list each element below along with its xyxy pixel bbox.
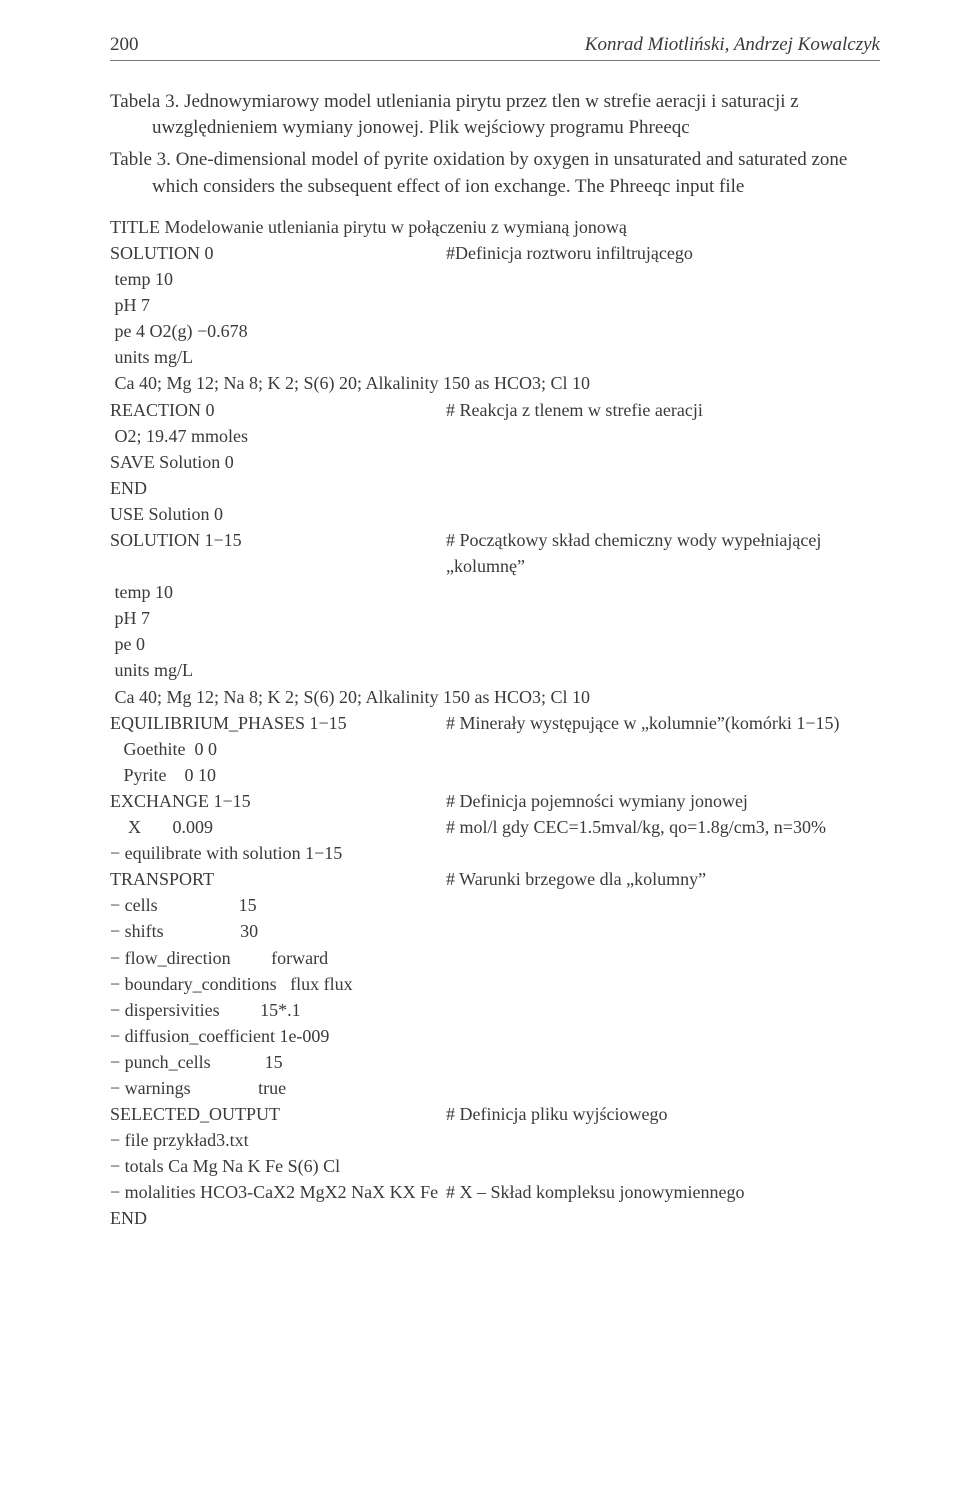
code-line: Goethite 0 0 xyxy=(110,736,880,762)
code-comment: „kolumnę” xyxy=(446,553,525,579)
running-head: 200 Konrad Miotliński, Andrzej Kowalczyk xyxy=(110,34,880,61)
code-line: Ca 40; Mg 12; Na 8; K 2; S(6) 20; Alkali… xyxy=(110,684,880,710)
code-text: − boundary_conditions flux flux xyxy=(110,971,353,997)
code-text: − punch_cells 15 xyxy=(110,1049,283,1075)
code-line: O2; 19.47 mmoles xyxy=(110,423,880,449)
code-text: Ca 40; Mg 12; Na 8; K 2; S(6) 20; Alkali… xyxy=(110,370,590,396)
code-text: X 0.009 xyxy=(110,814,446,840)
code-text: pH 7 xyxy=(110,605,150,631)
code-line: pH 7 xyxy=(110,605,880,631)
code-text: TITLE Modelowanie utleniania pirytu w po… xyxy=(110,214,627,240)
code-text: − flow_direction forward xyxy=(110,945,328,971)
code-line: SOLUTION 0 #Definicja roztworu infiltruj… xyxy=(110,240,880,266)
code-line: − warnings true xyxy=(110,1075,880,1101)
code-line: EQUILIBRIUM_PHASES 1−15 # Minerały wystę… xyxy=(110,710,880,736)
code-line: SAVE Solution 0 xyxy=(110,449,880,475)
code-text: pH 7 xyxy=(110,292,150,318)
code-line: Pyrite 0 10 xyxy=(110,762,880,788)
code-comment: # Warunki brzegowe dla „kolumny” xyxy=(446,866,706,892)
code-line: pe 4 O2(g) −0.678 xyxy=(110,318,880,344)
code-line: END xyxy=(110,475,880,501)
code-comment: # Początkowy skład chemiczny wody wypełn… xyxy=(446,527,821,553)
code-text: temp 10 xyxy=(110,579,173,605)
code-listing: TITLE Modelowanie utleniania pirytu w po… xyxy=(110,214,880,1232)
code-line: − flow_direction forward xyxy=(110,945,880,971)
code-text: REACTION 0 xyxy=(110,397,446,423)
code-line: − cells 15 xyxy=(110,892,880,918)
code-line: EXCHANGE 1−15 # Definicja pojemności wym… xyxy=(110,788,880,814)
code-text: pe 0 xyxy=(110,631,145,657)
code-line: SELECTED_OUTPUT # Definicja pliku wyjści… xyxy=(110,1101,880,1127)
code-comment: # X – Skład kompleksu jonowymiennego xyxy=(446,1179,744,1205)
code-text: SELECTED_OUTPUT xyxy=(110,1101,446,1127)
code-comment: #Definicja roztworu infiltrującego xyxy=(446,240,693,266)
code-line: END xyxy=(110,1205,880,1231)
code-line: SOLUTION 1−15 # Początkowy skład chemicz… xyxy=(110,527,880,553)
code-comment: # Definicja pliku wyjściowego xyxy=(446,1101,667,1127)
code-line: USE Solution 0 xyxy=(110,501,880,527)
code-line: units mg/L xyxy=(110,344,880,370)
code-line: „kolumnę” xyxy=(110,553,880,579)
code-text: − warnings true xyxy=(110,1075,286,1101)
code-text: − cells 15 xyxy=(110,892,257,918)
caption-en-text: One-dimensional model of pyrite oxidatio… xyxy=(152,149,847,196)
code-line: pe 0 xyxy=(110,631,880,657)
code-comment: # mol/l gdy CEC=1.5mval/kg, qo=1.8g/cm3,… xyxy=(446,814,826,840)
caption-en: Table 3. One-dimensional model of pyrite… xyxy=(110,147,880,199)
code-text: − equilibrate with solution 1−15 xyxy=(110,840,342,866)
code-line: temp 10 xyxy=(110,579,880,605)
code-text: units mg/L xyxy=(110,344,193,370)
caption-en-lead: Table 3. xyxy=(110,149,171,170)
code-text: EQUILIBRIUM_PHASES 1−15 xyxy=(110,710,446,736)
code-text: − dispersivities 15*.1 xyxy=(110,997,301,1023)
code-line: − boundary_conditions flux flux xyxy=(110,971,880,997)
code-text: Goethite 0 0 xyxy=(110,736,217,762)
code-text: temp 10 xyxy=(110,266,173,292)
code-comment: # Definicja pojemności wymiany jonowej xyxy=(446,788,748,814)
code-text: SOLUTION 1−15 xyxy=(110,527,446,553)
code-line: TRANSPORT # Warunki brzegowe dla „kolumn… xyxy=(110,866,880,892)
code-text: Ca 40; Mg 12; Na 8; K 2; S(6) 20; Alkali… xyxy=(110,684,590,710)
code-text: − totals Ca Mg Na K Fe S(6) Cl xyxy=(110,1153,340,1179)
running-authors: Konrad Miotliński, Andrzej Kowalczyk xyxy=(585,34,880,56)
code-line: − totals Ca Mg Na K Fe S(6) Cl xyxy=(110,1153,880,1179)
code-line: units mg/L xyxy=(110,657,880,683)
page: 200 Konrad Miotliński, Andrzej Kowalczyk… xyxy=(0,0,960,1496)
code-text: SAVE Solution 0 xyxy=(110,449,234,475)
code-line: X 0.009 # mol/l gdy CEC=1.5mval/kg, qo=1… xyxy=(110,814,880,840)
code-line: − equilibrate with solution 1−15 xyxy=(110,840,880,866)
code-line: REACTION 0 # Reakcja z tlenem w strefie … xyxy=(110,397,880,423)
page-number: 200 xyxy=(110,34,139,56)
caption-pl-lead: Tabela 3. xyxy=(110,91,179,112)
code-text: O2; 19.47 mmoles xyxy=(110,423,248,449)
code-line: − punch_cells 15 xyxy=(110,1049,880,1075)
code-text: − file przykład3.txt xyxy=(110,1127,249,1153)
code-text: pe 4 O2(g) −0.678 xyxy=(110,318,248,344)
code-text: END xyxy=(110,475,147,501)
code-line: − diffusion_coefficient 1e-009 xyxy=(110,1023,880,1049)
code-text: TRANSPORT xyxy=(110,866,446,892)
code-comment: # Reakcja z tlenem w strefie aeracji xyxy=(446,397,703,423)
code-text: EXCHANGE 1−15 xyxy=(110,788,446,814)
code-line: temp 10 xyxy=(110,266,880,292)
code-text: − molalities HCO3-CaX2 MgX2 NaX KX Fe xyxy=(110,1179,446,1205)
code-line: pH 7 xyxy=(110,292,880,318)
code-line: − shifts 30 xyxy=(110,918,880,944)
code-line: TITLE Modelowanie utleniania pirytu w po… xyxy=(110,214,880,240)
code-text: − diffusion_coefficient 1e-009 xyxy=(110,1023,329,1049)
caption-pl-text: Jednowymiarowy model utleniania pirytu p… xyxy=(152,91,799,138)
caption-pl: Tabela 3. Jednowymiarowy model utleniani… xyxy=(110,89,880,141)
code-line: − file przykład3.txt xyxy=(110,1127,880,1153)
code-text: units mg/L xyxy=(110,657,193,683)
code-text: Pyrite 0 10 xyxy=(110,762,216,788)
code-text: END xyxy=(110,1205,147,1231)
code-line: Ca 40; Mg 12; Na 8; K 2; S(6) 20; Alkali… xyxy=(110,370,880,396)
code-line: − molalities HCO3-CaX2 MgX2 NaX KX Fe # … xyxy=(110,1179,880,1205)
code-text: USE Solution 0 xyxy=(110,501,223,527)
code-line: − dispersivities 15*.1 xyxy=(110,997,880,1023)
code-text: SOLUTION 0 xyxy=(110,240,446,266)
code-comment: # Minerały występujące w „kolumnie”(komó… xyxy=(446,710,840,736)
code-text: − shifts 30 xyxy=(110,918,258,944)
